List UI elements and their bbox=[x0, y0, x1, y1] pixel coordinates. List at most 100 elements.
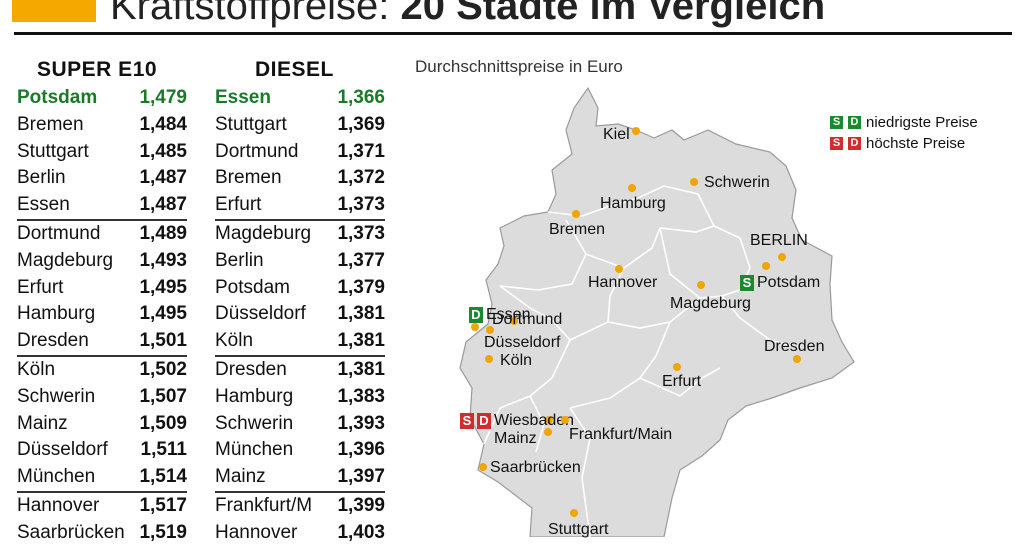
price-row-city: München bbox=[17, 466, 96, 488]
badge-s-red: S bbox=[830, 137, 843, 150]
page-title: Kraftstoffpreise: 20 Städte im Vergleich bbox=[110, 0, 825, 28]
city-dot-potsdam bbox=[762, 262, 770, 270]
price-row-value: 1,487 bbox=[139, 194, 187, 216]
city-name: BERLIN bbox=[750, 232, 808, 249]
badge-d-green: D bbox=[848, 116, 861, 129]
price-row-city: Schwerin bbox=[17, 385, 96, 407]
price-row: Mainz 1,509 bbox=[17, 411, 187, 438]
city-dot-bremen bbox=[572, 210, 580, 218]
accent-box bbox=[12, 0, 96, 22]
price-row-city: Stuttgart bbox=[17, 140, 89, 162]
city-dot-dresden bbox=[793, 355, 801, 363]
price-row-value: 1,511 bbox=[140, 439, 188, 461]
city-label-berlin: BERLIN bbox=[750, 232, 808, 250]
title-rule bbox=[14, 32, 1012, 35]
price-row-value: 1,381 bbox=[337, 330, 385, 352]
price-row-city: Köln bbox=[215, 330, 254, 352]
city-dot-saarbruecken bbox=[479, 463, 487, 471]
price-row: Berlin 1,487 bbox=[17, 165, 187, 192]
city-dot-stuttgart bbox=[570, 509, 578, 517]
super-e10-list: Potsdam 1,479 Bremen 1,484 Stuttgart 1,485 Ber… bbox=[17, 85, 187, 547]
price-row-city: Mainz bbox=[17, 412, 68, 434]
city-dot-schwerin bbox=[690, 178, 698, 186]
price-row-value: 1,379 bbox=[337, 276, 385, 298]
price-row: Schwerin 1,507 bbox=[17, 384, 187, 411]
city-badge-d: D bbox=[469, 307, 483, 323]
price-row-city: Dortmund bbox=[17, 222, 101, 244]
city-label-hannover: Hannover bbox=[588, 274, 657, 292]
legend-highest-label: höchste Preise bbox=[866, 135, 966, 152]
city-label-dresden: Dresden bbox=[764, 338, 824, 356]
city-label-erfurt: Erfurt bbox=[662, 373, 701, 391]
city-name: Mainz bbox=[494, 430, 537, 447]
city-name: Frankfurt/Main bbox=[569, 426, 673, 443]
city-dot-erfurt bbox=[673, 363, 681, 371]
city-badge-d: D bbox=[477, 413, 491, 429]
price-row-city: Hamburg bbox=[215, 385, 294, 407]
city-name: Wiesbaden bbox=[494, 412, 575, 429]
price-row: Köln 1,381 bbox=[215, 328, 385, 355]
price-row: Potsdam 1,379 bbox=[215, 275, 385, 302]
city-dot-mainz bbox=[544, 428, 552, 436]
price-row-city: Schwerin bbox=[215, 412, 294, 434]
price-row-city: Essen bbox=[215, 87, 271, 108]
price-row: Potsdam 1,479 bbox=[17, 85, 187, 112]
price-row-value: 1,369 bbox=[337, 113, 385, 135]
city-name: Dresden bbox=[764, 338, 825, 355]
badge-d-red: D bbox=[848, 137, 861, 150]
price-row-value: 1,383 bbox=[337, 385, 385, 407]
map-caption: Durchschnittspreise in Euro bbox=[415, 57, 623, 76]
price-row-city: Potsdam bbox=[17, 87, 98, 108]
price-row-city: Magdeburg bbox=[215, 222, 312, 244]
city-badge-s: S bbox=[740, 275, 754, 291]
price-row-value: 1,396 bbox=[337, 439, 385, 461]
price-row: Magdeburg 1,373 bbox=[215, 218, 385, 248]
city-dot-duesseldorf bbox=[486, 326, 494, 334]
diesel-list: Essen 1,366 Stuttgart 1,369 Dortmund 1,371 Bre… bbox=[215, 85, 385, 547]
price-row: Düsseldorf 1,511 bbox=[17, 437, 187, 464]
city-dot-koeln bbox=[485, 355, 493, 363]
price-row-value: 1,403 bbox=[337, 521, 385, 543]
price-row-value: 1,397 bbox=[337, 466, 385, 488]
price-row-value: 1,519 bbox=[139, 521, 187, 543]
price-row-city: Hannover bbox=[17, 494, 100, 516]
price-row: München 1,396 bbox=[215, 437, 385, 464]
price-row: Düsseldorf 1,381 bbox=[215, 301, 385, 328]
price-row-value: 1,509 bbox=[139, 412, 187, 434]
price-row-value: 1,373 bbox=[337, 222, 385, 244]
city-dot-frankfurt bbox=[561, 416, 569, 424]
price-row-value: 1,493 bbox=[139, 249, 187, 271]
price-row-city: Erfurt bbox=[215, 194, 262, 216]
city-label-frankfurt: Frankfurt/Main bbox=[569, 426, 672, 444]
city-label-duesseldorf: Düsseldorf bbox=[484, 334, 560, 352]
price-row: Stuttgart 1,369 bbox=[215, 112, 385, 139]
city-label-bremen: Bremen bbox=[549, 221, 605, 239]
price-row: Schwerin 1,393 bbox=[215, 411, 385, 438]
price-row-city: Köln bbox=[17, 358, 56, 380]
price-row: Frankfurt/M 1,399 bbox=[215, 490, 385, 520]
price-row: Erfurt 1,373 bbox=[215, 192, 385, 219]
city-name: Magdeburg bbox=[670, 295, 751, 312]
city-name: Erfurt bbox=[662, 373, 702, 390]
price-row: Bremen 1,484 bbox=[17, 112, 187, 139]
price-row: Essen 1,487 bbox=[17, 192, 187, 219]
price-row-value: 1,487 bbox=[139, 167, 187, 189]
price-row-value: 1,373 bbox=[337, 194, 385, 216]
city-label-saarbruecken: Saarbrücken bbox=[490, 459, 581, 477]
city-label-magdeburg: Magdeburg bbox=[670, 295, 751, 313]
price-row-city: Saarbrücken bbox=[17, 521, 125, 543]
price-row-value: 1,479 bbox=[139, 87, 187, 108]
price-row-value: 1,381 bbox=[337, 303, 385, 325]
city-label-essen: D Essen bbox=[469, 306, 530, 324]
price-row-value: 1,371 bbox=[337, 140, 385, 162]
price-row: Erfurt 1,495 bbox=[17, 275, 187, 302]
city-name: Stuttgart bbox=[548, 521, 609, 538]
price-row: Saarbrücken 1,519 bbox=[17, 520, 187, 547]
city-dot-hannover bbox=[615, 265, 623, 273]
city-name: Potsdam bbox=[757, 274, 821, 291]
price-row-city: Düsseldorf bbox=[215, 303, 306, 325]
city-name: Düsseldorf bbox=[484, 334, 561, 351]
city-name: Essen bbox=[486, 306, 531, 323]
city-name: Hamburg bbox=[600, 195, 666, 212]
price-row-value: 1,366 bbox=[337, 87, 385, 108]
